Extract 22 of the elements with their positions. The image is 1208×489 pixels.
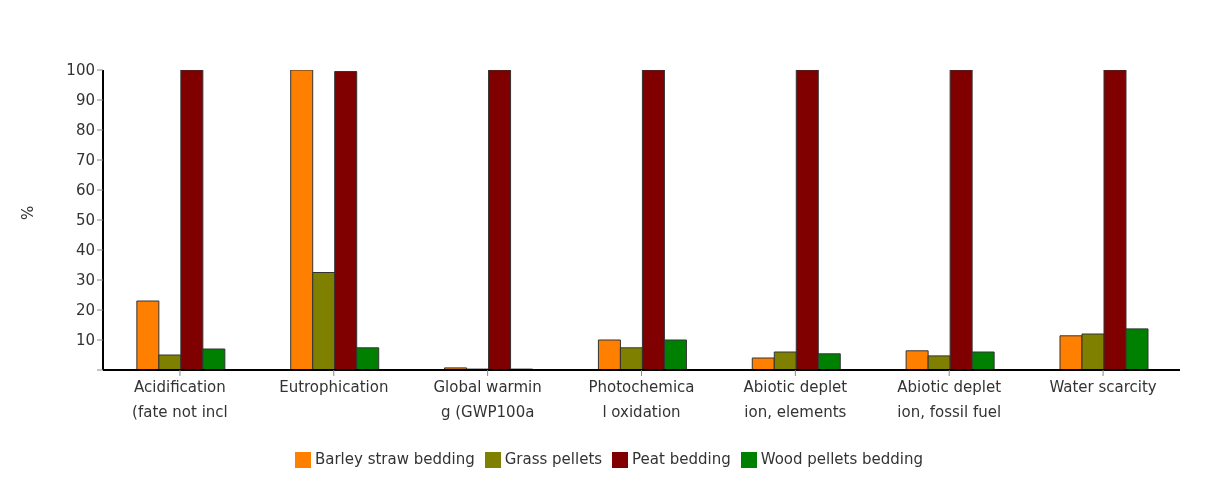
y-axis-title: % [19, 205, 38, 220]
y-tick-label: 40 [75, 241, 95, 260]
x-tick-label: Abiotic deplet ion, fossil fuel [897, 378, 1002, 421]
y-tick-label: 100 [66, 61, 95, 80]
y-tick-label: 70 [75, 151, 95, 170]
x-tick-label: Acidification (fate not incl [132, 378, 228, 421]
legend-label: Barley straw bedding [314, 450, 475, 468]
legend-label: Grass pellets [504, 450, 603, 468]
x-tick-label: Global warmin g (GWP100a [433, 378, 542, 421]
y-tick-label: 20 [75, 301, 95, 320]
y-tick-label: 50 [75, 211, 95, 230]
x-tick-label: Abiotic deplet ion, elements [743, 378, 848, 421]
y-tick-label: 60 [75, 181, 95, 200]
y-tick-label: 80 [75, 121, 95, 140]
legend-label: Wood pellets bedding [760, 450, 924, 468]
y-tick-label: 30 [75, 271, 95, 290]
legend-label: Peat bedding [632, 450, 731, 468]
x-tick-label: Water scarcity [1049, 378, 1157, 396]
y-tick-label: 10 [75, 331, 95, 350]
x-tick-label: Photochemica l oxidation [588, 378, 695, 421]
x-tick-label: Eutrophication [279, 378, 389, 396]
y-tick-label: 90 [75, 91, 95, 110]
